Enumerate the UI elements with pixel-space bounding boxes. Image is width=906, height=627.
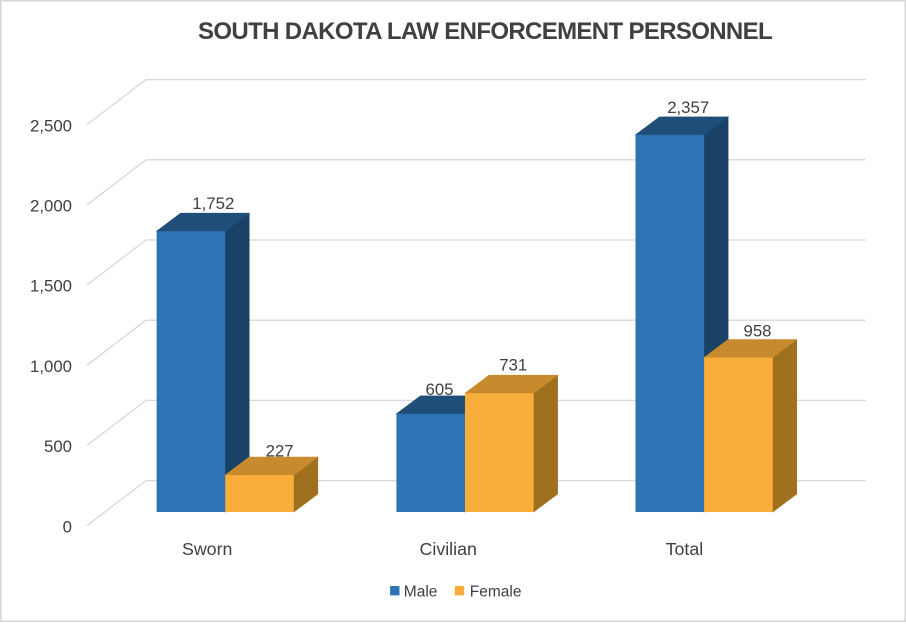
- svg-text:2,500: 2,500: [30, 116, 72, 135]
- svg-text:Female: Female: [470, 583, 522, 600]
- svg-text:SOUTH DAKOTA LAW ENFORCEMENT P: SOUTH DAKOTA LAW ENFORCEMENT PERSONNEL: [198, 18, 772, 45]
- svg-text:227: 227: [266, 442, 294, 461]
- svg-text:1,752: 1,752: [192, 194, 234, 213]
- svg-text:Civilian: Civilian: [420, 539, 477, 559]
- svg-text:605: 605: [426, 380, 454, 399]
- svg-text:Total: Total: [666, 539, 704, 559]
- svg-text:1,000: 1,000: [30, 357, 72, 376]
- svg-text:Male: Male: [404, 583, 438, 600]
- svg-text:Sworn: Sworn: [182, 539, 232, 559]
- svg-text:731: 731: [499, 355, 527, 374]
- svg-text:500: 500: [44, 437, 72, 456]
- svg-text:958: 958: [744, 322, 772, 341]
- svg-text:2,357: 2,357: [667, 98, 709, 117]
- svg-text:2,000: 2,000: [30, 197, 72, 216]
- svg-text:0: 0: [63, 517, 72, 536]
- svg-text:1,500: 1,500: [30, 277, 72, 296]
